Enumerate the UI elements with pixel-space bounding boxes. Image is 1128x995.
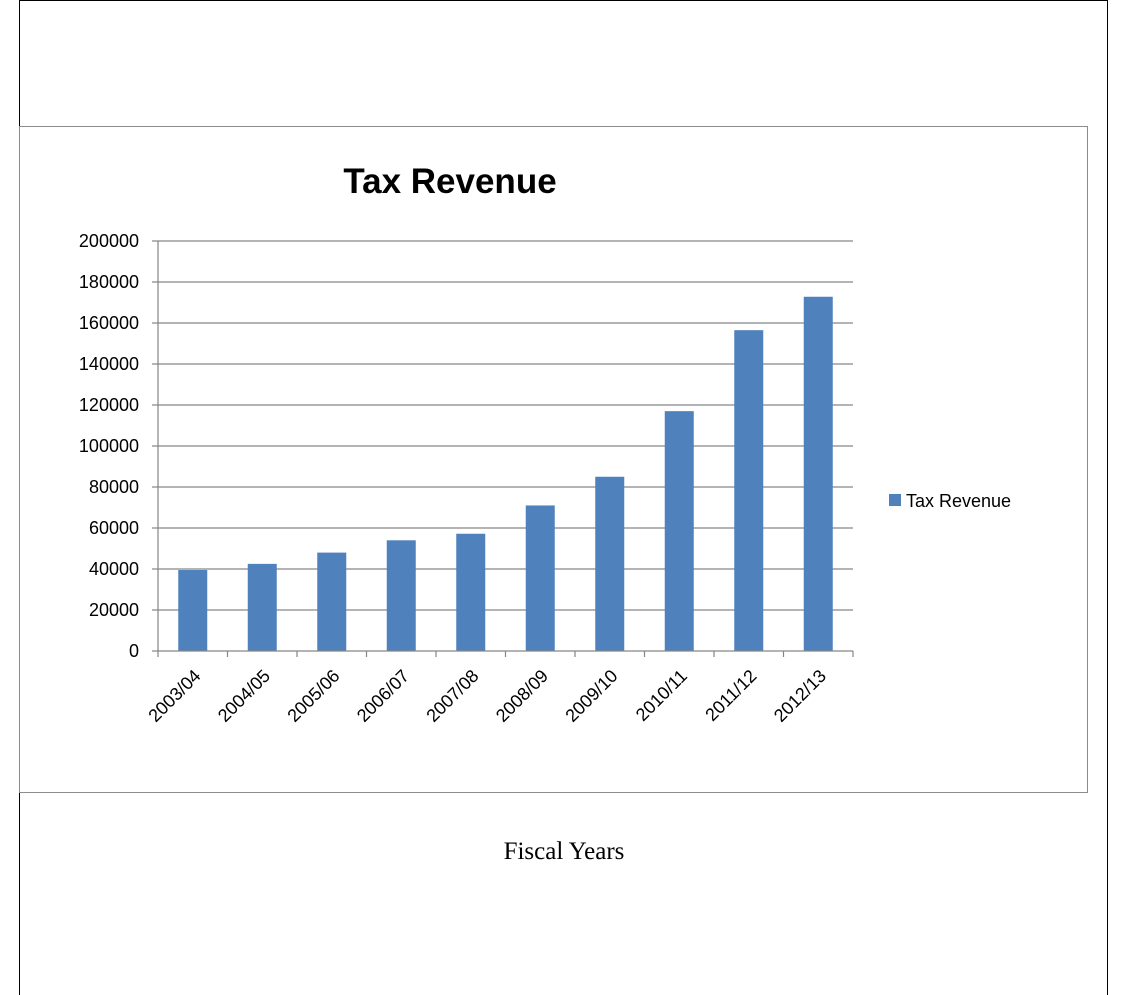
bar	[664, 411, 694, 651]
bar	[525, 505, 555, 651]
y-tick-label: 0	[129, 641, 139, 661]
y-tick-label: 40000	[89, 559, 139, 579]
y-tick-label: 200000	[79, 231, 139, 251]
y-tick-label: 120000	[79, 395, 139, 415]
figure-caption: Fiscal Years	[503, 838, 625, 865]
chart-title: Tax Revenue	[343, 162, 556, 201]
bar	[317, 552, 347, 651]
legend-swatch	[889, 494, 901, 506]
y-tick-label: 100000	[79, 436, 139, 456]
legend: Tax Revenue	[889, 491, 1011, 511]
bar	[386, 540, 416, 651]
x-tick-label: 2010/11	[632, 666, 691, 725]
x-tick-label: 2009/10	[561, 666, 621, 726]
bar	[456, 533, 486, 651]
bar	[247, 563, 277, 651]
x-tick-label: 2003/04	[144, 666, 204, 726]
bar	[803, 296, 833, 651]
chart-area: Tax Revenue 0 20000 40000 60000 80000 100000 1…	[19, 126, 1088, 793]
x-tick-label: 2011/12	[701, 666, 760, 725]
y-tick-label: 20000	[89, 600, 139, 620]
bar	[178, 570, 208, 651]
y-tick-labels: 0 20000 40000 60000 80000 100000 120000 140000 1…	[79, 231, 139, 661]
y-tick-label: 180000	[79, 272, 139, 292]
bar	[734, 330, 764, 651]
y-tick-label: 60000	[89, 518, 139, 538]
x-tick-label: 2005/06	[283, 666, 343, 726]
bar	[595, 476, 625, 651]
x-tick-label: 2006/07	[353, 666, 413, 726]
axes	[152, 240, 854, 657]
y-tick-label: 160000	[79, 313, 139, 333]
x-tick-label: 2008/09	[492, 666, 552, 726]
x-tick-labels: 2003/04 2004/05 2005/06 2006/07 2007/08 2008/…	[144, 666, 830, 726]
legend-label: Tax Revenue	[906, 491, 1011, 511]
bar-chart: Tax Revenue 0 20000 40000 60000 80000 100000 1…	[79, 162, 1011, 726]
y-tick-label: 80000	[89, 477, 139, 497]
y-tick-label: 140000	[79, 354, 139, 374]
x-tick-label: 2007/08	[422, 666, 482, 726]
x-tick-label: 2012/13	[770, 666, 830, 726]
x-tick-label: 2004/05	[214, 666, 274, 726]
bars	[178, 296, 833, 651]
